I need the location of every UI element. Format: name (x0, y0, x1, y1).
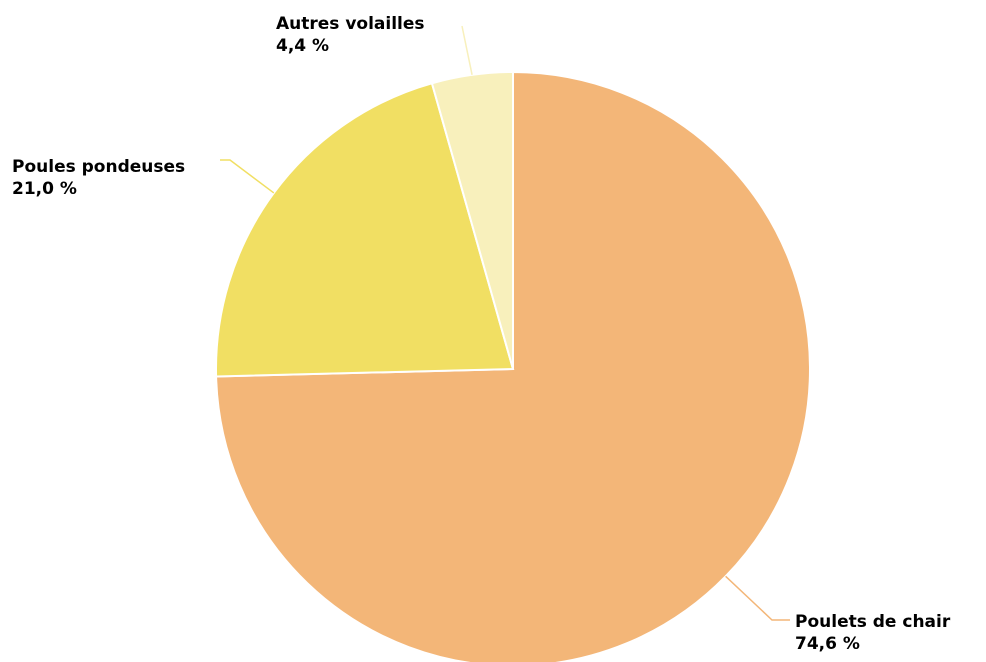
pie-slice-poules-pondeuses (215, 82, 515, 378)
slice-value-label: 21,0 % (12, 179, 77, 199)
slice-value-label: 4,4 % (276, 36, 329, 56)
slice-name-label: Poulets de chair (795, 612, 951, 632)
leader-line-autres-volailles (461, 25, 473, 75)
leader-line-poules-pondeuses (220, 159, 275, 194)
leader-line-poulets-de-chair (725, 575, 790, 621)
slice-name-label: Poules pondeuses (12, 157, 185, 177)
slice-value-label: 74,6 % (795, 634, 860, 654)
slice-name-label: Autres volailles (276, 14, 425, 34)
